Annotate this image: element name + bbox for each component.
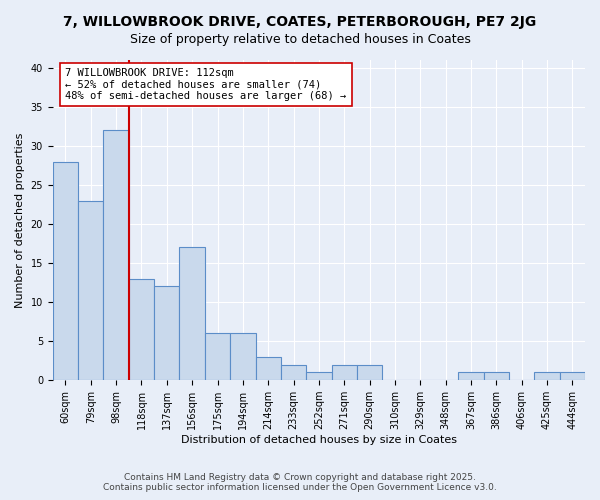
Bar bbox=[179, 248, 205, 380]
Bar bbox=[230, 334, 256, 380]
Bar bbox=[154, 286, 179, 380]
Text: Contains HM Land Registry data © Crown copyright and database right 2025.
Contai: Contains HM Land Registry data © Crown c… bbox=[103, 473, 497, 492]
Bar bbox=[53, 162, 78, 380]
Bar bbox=[535, 372, 560, 380]
Bar bbox=[560, 372, 585, 380]
Text: 7, WILLOWBROOK DRIVE, COATES, PETERBOROUGH, PE7 2JG: 7, WILLOWBROOK DRIVE, COATES, PETERBOROU… bbox=[64, 15, 536, 29]
Bar bbox=[129, 278, 154, 380]
Bar bbox=[78, 200, 103, 380]
Bar bbox=[458, 372, 484, 380]
Bar bbox=[484, 372, 509, 380]
Bar bbox=[332, 364, 357, 380]
Bar bbox=[256, 357, 281, 380]
Text: Size of property relative to detached houses in Coates: Size of property relative to detached ho… bbox=[130, 32, 470, 46]
Bar bbox=[357, 364, 382, 380]
Bar bbox=[281, 364, 306, 380]
Bar bbox=[205, 334, 230, 380]
Text: 7 WILLOWBROOK DRIVE: 112sqm
← 52% of detached houses are smaller (74)
48% of sem: 7 WILLOWBROOK DRIVE: 112sqm ← 52% of det… bbox=[65, 68, 347, 101]
X-axis label: Distribution of detached houses by size in Coates: Distribution of detached houses by size … bbox=[181, 435, 457, 445]
Bar bbox=[103, 130, 129, 380]
Y-axis label: Number of detached properties: Number of detached properties bbox=[15, 132, 25, 308]
Bar bbox=[306, 372, 332, 380]
